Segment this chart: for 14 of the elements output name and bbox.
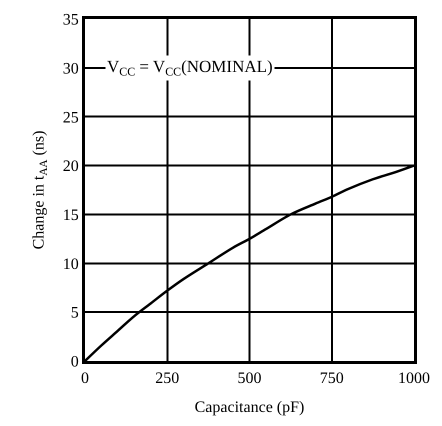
x-tick-label: 1000: [398, 370, 430, 388]
y-tick-label: 0: [70, 354, 79, 371]
x-tick-label: 250: [155, 370, 180, 388]
x-tick-label: 750: [320, 370, 344, 388]
y-tick-label: 20: [62, 158, 79, 176]
y-tick-label: 15: [62, 207, 79, 224]
x-tick-label: 500: [238, 370, 262, 388]
y-tick-label: 10: [62, 256, 79, 273]
y-tick-label: 25: [62, 109, 79, 126]
y-tick-label: 30: [62, 60, 79, 78]
y-tick-label: 5: [70, 304, 79, 322]
annotation: V$_{CC}$ = V$_{CC}$(NOMINAL): [107, 57, 273, 79]
x-axis-title: Capacitance (pF): [194, 398, 304, 416]
y-tick-label: 35: [62, 12, 79, 29]
